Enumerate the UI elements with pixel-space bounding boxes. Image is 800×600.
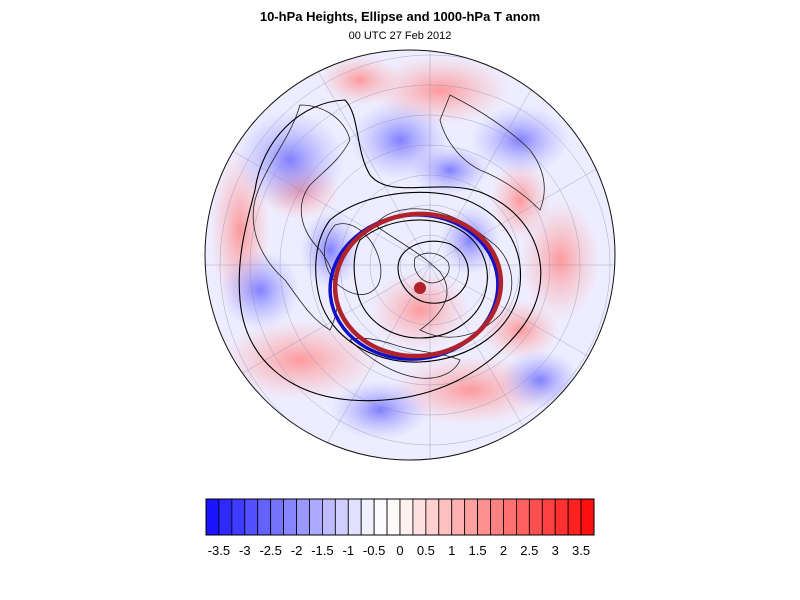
colorbar-swatch bbox=[567, 498, 582, 536]
colorbar-swatch bbox=[477, 498, 491, 536]
meridian-line-240 bbox=[299, 50, 431, 266]
cold-anomaly-5 bbox=[500, 350, 580, 410]
colorbar-swatch bbox=[218, 498, 233, 536]
coastline-eurasia bbox=[374, 208, 513, 338]
height-contours bbox=[238, 99, 542, 402]
colorbar-tick-label: 0 bbox=[396, 543, 403, 558]
meridian-line-330 bbox=[429, 134, 615, 266]
colorbar-swatch bbox=[399, 498, 414, 536]
warm-anomaly-6 bbox=[370, 270, 470, 350]
cold-anomaly-1 bbox=[235, 110, 345, 210]
warm-anomaly-9 bbox=[320, 55, 400, 105]
warm-anomaly-8 bbox=[490, 160, 550, 240]
map-title: 10-hPa Heights, Ellipse and 1000-hPa T a… bbox=[259, 9, 541, 24]
colorbar-swatch bbox=[334, 498, 349, 536]
colorbar-tick-label: 3 bbox=[552, 543, 559, 558]
colorbar-swatch bbox=[296, 498, 310, 536]
colorbar-tick-label: -3.5 bbox=[208, 543, 230, 558]
colorbar-swatch bbox=[347, 498, 362, 536]
colorbar-swatch bbox=[528, 498, 543, 536]
vortex-ellipse bbox=[328, 211, 504, 361]
colorbar-swatch bbox=[231, 498, 246, 536]
meridian-line-210 bbox=[205, 134, 431, 266]
colorbar-swatch bbox=[205, 498, 220, 536]
coastline-islands bbox=[413, 252, 450, 284]
warm-anomaly-3 bbox=[520, 200, 600, 320]
colorbar-swatch bbox=[386, 498, 401, 536]
coastline-africa bbox=[349, 337, 461, 379]
colorbar-tick-label: 1.5 bbox=[469, 543, 487, 558]
colorbar-swatch bbox=[425, 498, 440, 536]
colorbar-tick-label: 0.5 bbox=[417, 543, 435, 558]
height-contour-3 bbox=[353, 219, 488, 339]
colorbar-swatch bbox=[503, 498, 517, 536]
ellipse-center-marker bbox=[414, 282, 426, 294]
height-contour-4 bbox=[397, 240, 469, 304]
colorbar-swatch bbox=[464, 498, 478, 536]
colorbar-tick-label: -1 bbox=[342, 543, 354, 558]
warm-anomaly-0 bbox=[220, 320, 380, 400]
coastline-greenland bbox=[324, 223, 382, 295]
cold-anomaly-3 bbox=[220, 250, 300, 330]
colorbar-swatch bbox=[438, 498, 453, 536]
colorbar-swatch bbox=[580, 498, 595, 536]
globe-outline bbox=[204, 49, 616, 461]
colorbar-swatch bbox=[309, 498, 323, 536]
colorbar-swatch bbox=[373, 498, 388, 536]
colorbar-swatch bbox=[283, 498, 297, 536]
colorbar-swatch bbox=[490, 498, 504, 536]
colorbar-tick-label: 3.5 bbox=[572, 543, 590, 558]
colorbar-swatch bbox=[541, 498, 556, 536]
colorbar-swatch bbox=[360, 498, 375, 536]
colorbar-frame bbox=[205, 498, 595, 536]
colorbar-swatch bbox=[412, 498, 427, 536]
colorbar-swatch bbox=[516, 498, 530, 536]
colorbar-tick-label: -3 bbox=[239, 543, 251, 558]
cold-anomaly-4 bbox=[330, 380, 430, 440]
colorbar-swatch bbox=[321, 498, 336, 536]
colorbar-tick-label: -2.5 bbox=[259, 543, 281, 558]
ellipse-outer-line bbox=[332, 211, 504, 359]
colorbar-swatch bbox=[451, 498, 466, 536]
colorbar-tick-label: 2.5 bbox=[520, 543, 538, 558]
colorbar-tick-label: -1.5 bbox=[311, 543, 333, 558]
colorbar-tick-label: 1 bbox=[448, 543, 455, 558]
cold-anomaly-2 bbox=[470, 105, 570, 175]
height-contour-2 bbox=[315, 191, 522, 363]
colorbar-swatch bbox=[554, 498, 569, 536]
colorbar-swatch bbox=[270, 498, 284, 536]
colorbar-tick-label: -0.5 bbox=[363, 543, 385, 558]
colorbar: -3.5 -3 -2.5 -2 -1.5 -1 -0.5 0 0.5 1 1.5 2 2.5 3 3.5 bbox=[205, 498, 595, 558]
colorbar-tick-label: 2 bbox=[500, 543, 507, 558]
map-subtitle: 00 UTC 27 Feb 2012 bbox=[348, 30, 452, 42]
colorbar-swatch bbox=[244, 498, 259, 536]
colorbar-tick-label: -2 bbox=[291, 543, 303, 558]
globe bbox=[205, 50, 615, 460]
height-contour-1 bbox=[238, 99, 542, 402]
meridian-line-30 bbox=[429, 264, 615, 396]
colorbar-swatch bbox=[257, 498, 272, 536]
graticule bbox=[205, 50, 615, 460]
coastline-asia bbox=[439, 94, 545, 211]
